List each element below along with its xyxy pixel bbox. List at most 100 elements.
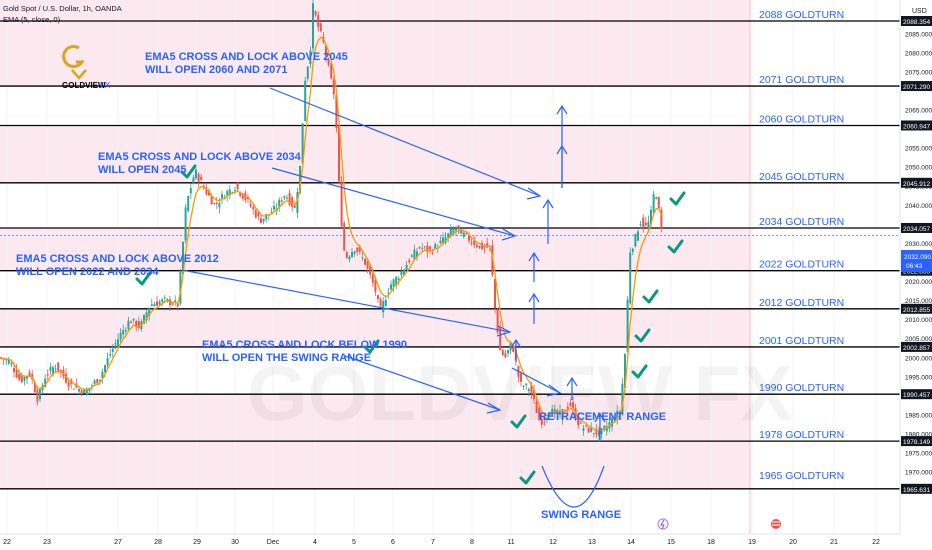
- grid: [6, 0, 877, 534]
- candle: [390, 284, 392, 290]
- level-tag-bg: [901, 16, 932, 26]
- level-tag: 2002.857: [903, 345, 930, 352]
- level-tag-bg: [901, 81, 932, 92]
- candle: [78, 389, 80, 392]
- swing-range-curve: [541, 465, 605, 508]
- label-panel: [750, 0, 900, 534]
- time-axis[interactable]: 22 23 27 28 29 30 Dec 4 5 6 7 8 11 12 13 14 15 18 19 20 21 22: [0, 533, 932, 550]
- candle: [228, 189, 231, 196]
- check-icon: [669, 191, 686, 206]
- candle: [426, 245, 429, 252]
- candle: [18, 373, 21, 380]
- bar-countdown: 06:43: [906, 263, 923, 270]
- candle: [182, 242, 184, 275]
- candle: [130, 321, 132, 323]
- candle: [592, 433, 595, 434]
- price-tick: 2050.000: [905, 165, 932, 172]
- candle: [496, 309, 499, 333]
- candle: [377, 295, 379, 299]
- candle: [197, 174, 200, 182]
- candle: [293, 205, 296, 208]
- candle: [161, 299, 164, 303]
- candle: [374, 280, 377, 292]
- candle: [439, 240, 442, 244]
- candle: [522, 386, 525, 388]
- candle: [447, 233, 450, 238]
- candle: [150, 304, 153, 306]
- price-tick: 1975.000: [905, 451, 932, 458]
- candle: [98, 379, 101, 382]
- candle: [96, 379, 99, 384]
- candle: [254, 210, 257, 218]
- candle: [5, 359, 8, 361]
- candle: [330, 64, 333, 79]
- candle: [384, 299, 387, 306]
- candle: [109, 353, 112, 356]
- candle: [85, 389, 88, 396]
- time-tick: 14: [627, 539, 635, 546]
- candle: [338, 126, 340, 182]
- candle: [462, 232, 465, 237]
- time-tick: 28: [154, 539, 162, 546]
- candle: [93, 380, 96, 384]
- candle: [587, 427, 590, 433]
- candle: [403, 269, 405, 275]
- price-axis[interactable]: USD 1970.000 1975.000 1980.000 1985.000 1995…: [899, 0, 932, 534]
- candle: [288, 192, 291, 206]
- candle: [65, 373, 67, 383]
- currency-label: USD: [912, 8, 927, 15]
- level-tag: 2071.290: [903, 84, 930, 91]
- candle: [387, 292, 390, 294]
- time-tick: 8: [470, 539, 474, 546]
- candle: [49, 367, 52, 371]
- candle: [314, 11, 317, 16]
- candle: [111, 348, 114, 352]
- candle: [501, 350, 504, 356]
- zone-band: [0, 394, 750, 442]
- candle: [371, 274, 374, 283]
- logo-suffix: FX: [100, 81, 111, 90]
- candle: [538, 407, 541, 421]
- check-marks: [135, 164, 686, 485]
- candle: [348, 256, 351, 260]
- candle: [132, 318, 135, 321]
- time-tick: 29: [193, 539, 201, 546]
- candle: [520, 373, 522, 382]
- candle: [600, 428, 603, 434]
- time-tick: 21: [830, 539, 838, 546]
- candle: [507, 350, 509, 354]
- time-tick: 19: [748, 539, 756, 546]
- candle: [416, 251, 418, 257]
- candle: [431, 252, 434, 254]
- candle: [104, 365, 106, 373]
- price-tick: 2040.000: [905, 203, 932, 210]
- time-tick: 7: [431, 539, 435, 546]
- price-tick: 2020.000: [905, 279, 932, 286]
- lightning-event-icon: [657, 518, 669, 530]
- candle: [460, 228, 463, 234]
- goldturn-label: 2012 GOLDTURN: [759, 297, 844, 309]
- indicator-legend[interactable]: EMA (5, close, 0): [3, 15, 61, 24]
- check-icon: [135, 271, 152, 286]
- us-flag-event-icon: [771, 519, 781, 529]
- candle: [340, 181, 343, 227]
- candle: [236, 182, 239, 190]
- candle: [312, 3, 314, 49]
- candle: [559, 410, 561, 415]
- level-tag-bg: [901, 120, 932, 131]
- candle: [205, 187, 208, 195]
- candle: [345, 252, 348, 258]
- candle: [455, 229, 457, 231]
- candle: [397, 278, 400, 280]
- level-tag: 1978.149: [903, 439, 930, 446]
- candle: [543, 416, 546, 421]
- candle: [486, 243, 489, 248]
- event-markers[interactable]: [657, 518, 781, 530]
- candle: [423, 246, 426, 248]
- goldturn-label: 2001 GOLDTURN: [759, 335, 844, 347]
- candle: [470, 242, 473, 244]
- candle: [15, 369, 18, 378]
- check-icon: [631, 364, 648, 379]
- candle: [124, 329, 127, 332]
